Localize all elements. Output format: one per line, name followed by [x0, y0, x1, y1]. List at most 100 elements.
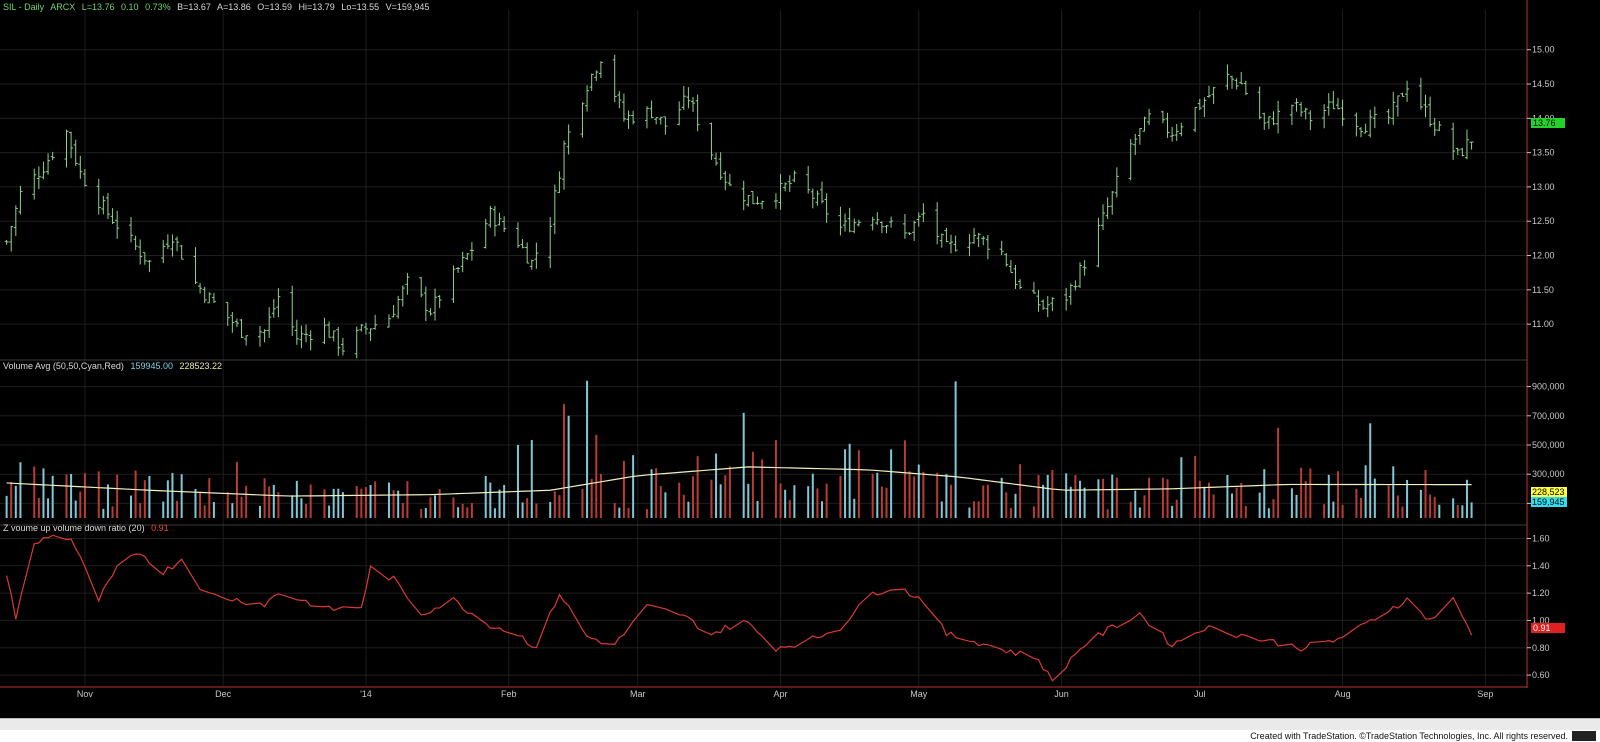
price-ohlc-bar — [437, 295, 442, 308]
volume-bar — [332, 488, 335, 518]
volume-bar — [258, 505, 261, 518]
volume-bar — [1406, 479, 1409, 518]
volume-bar — [692, 476, 695, 518]
price-ohlc-bar — [1386, 108, 1391, 125]
price-ohlc-bar — [1211, 87, 1216, 105]
volume-value: V=159,945 — [385, 2, 430, 12]
volume-bar — [300, 498, 303, 518]
price-ohlc-bar — [1340, 99, 1345, 126]
volume-bar — [83, 473, 86, 518]
volume-current-marker: 159,945 — [1531, 497, 1567, 507]
y-tick-label: 14.50 — [1532, 79, 1555, 89]
x-tick-label: Aug — [1335, 689, 1351, 699]
price-ohlc-bar — [649, 100, 654, 119]
volume-bar — [1161, 477, 1164, 518]
price-ohlc-bar — [465, 252, 470, 260]
volume-bar — [756, 500, 759, 518]
price-ohlc-bar — [838, 206, 843, 236]
volume-bar — [1396, 495, 1399, 518]
volume-bar — [1429, 494, 1432, 518]
price-ohlc-bar — [400, 285, 405, 307]
volume-bar — [1244, 505, 1247, 518]
horizontal-scrollbar[interactable] — [0, 718, 1600, 731]
price-ohlc-bar — [1105, 197, 1110, 219]
volume-bar — [719, 484, 722, 518]
price-ohlc-bar — [36, 166, 41, 190]
price-ohlc-bar — [82, 168, 87, 187]
volume-bar — [116, 474, 119, 518]
volume-bar — [470, 503, 473, 518]
price-ohlc-bar — [1460, 147, 1465, 157]
price-ohlc-bar — [525, 242, 530, 264]
y-tick-label: 0.60 — [1532, 670, 1550, 680]
price-ohlc-bar — [1451, 122, 1456, 160]
volume-bar — [655, 468, 658, 518]
price-ohlc-bar — [621, 93, 626, 122]
volume-bar — [194, 489, 197, 518]
volume-bar — [659, 486, 662, 518]
volume-bar — [33, 466, 36, 518]
volume-bar — [917, 464, 920, 518]
volume-bar — [1194, 455, 1197, 518]
price-ohlc-bar — [1239, 71, 1244, 85]
y-tick-label: 0.80 — [1532, 643, 1550, 653]
volume-bar — [857, 450, 860, 518]
bid-price: B=13.67 — [177, 2, 211, 12]
price-ohlc-bar — [1004, 253, 1009, 267]
volume-bar — [1046, 474, 1049, 518]
price-ohlc-bar — [1437, 121, 1442, 132]
tradestation-logo — [1572, 731, 1596, 741]
price-ohlc-bar — [870, 216, 875, 231]
y-tick-label: 12.00 — [1532, 251, 1555, 261]
price-ohlc-bar — [1289, 104, 1294, 126]
price-ohlc-bar — [1128, 139, 1133, 181]
volume-bar — [622, 461, 625, 518]
volume-bar — [1019, 464, 1022, 518]
volume-bar — [1000, 477, 1003, 518]
volume-bar — [466, 507, 469, 518]
price-ohlc-bar — [290, 285, 295, 336]
volume-bar — [940, 501, 943, 518]
price-ohlc-bar — [515, 222, 520, 249]
volume-bar — [549, 501, 552, 518]
volume-bar — [664, 492, 667, 518]
volume-bar — [1304, 481, 1307, 518]
y-tick-label: 300,000 — [1532, 469, 1565, 479]
price-ohlc-bar — [96, 178, 101, 215]
volume-bar — [277, 492, 280, 518]
volume-bar — [839, 475, 842, 518]
price-ohlc-bar — [999, 240, 1004, 256]
price-ohlc-bar — [1368, 109, 1373, 138]
price-ohlc-bar — [73, 139, 78, 167]
volume-bar — [742, 412, 745, 518]
volume-bar — [1051, 469, 1054, 518]
price-ohlc-bar — [336, 327, 341, 356]
volume-bar — [245, 485, 248, 518]
ratio-header: Z voume up volume down ratio (20) 0.91 — [3, 523, 173, 534]
volume-bar — [106, 484, 109, 518]
price-ohlc-bar — [340, 337, 345, 356]
y-tick-label: 500,000 — [1532, 440, 1565, 450]
volume-bar — [613, 503, 616, 518]
price-ohlc-bar — [1257, 86, 1262, 120]
price-ohlc-bar — [322, 317, 327, 345]
price-ohlc-bar — [741, 180, 746, 211]
price-ohlc-bar — [230, 311, 235, 333]
price-ohlc-bar — [944, 227, 949, 243]
volume-bar — [176, 500, 179, 518]
price-ohlc-bar — [787, 175, 792, 192]
volume-bar — [374, 481, 377, 518]
volume-bar — [844, 449, 847, 518]
volume-bar — [521, 502, 524, 518]
volume-bar — [134, 470, 137, 518]
price-ohlc-bar — [304, 324, 309, 343]
volume-bar — [1078, 480, 1081, 518]
volume-bar — [493, 508, 496, 518]
price-ohlc-bar — [483, 218, 488, 249]
volume-bar — [461, 503, 464, 518]
price-ohlc-bar — [138, 239, 143, 265]
volume-bar — [1207, 482, 1210, 518]
price-ohlc-bar — [276, 288, 281, 318]
x-tick-label: May — [910, 689, 928, 699]
price-ohlc-bar — [875, 212, 880, 225]
